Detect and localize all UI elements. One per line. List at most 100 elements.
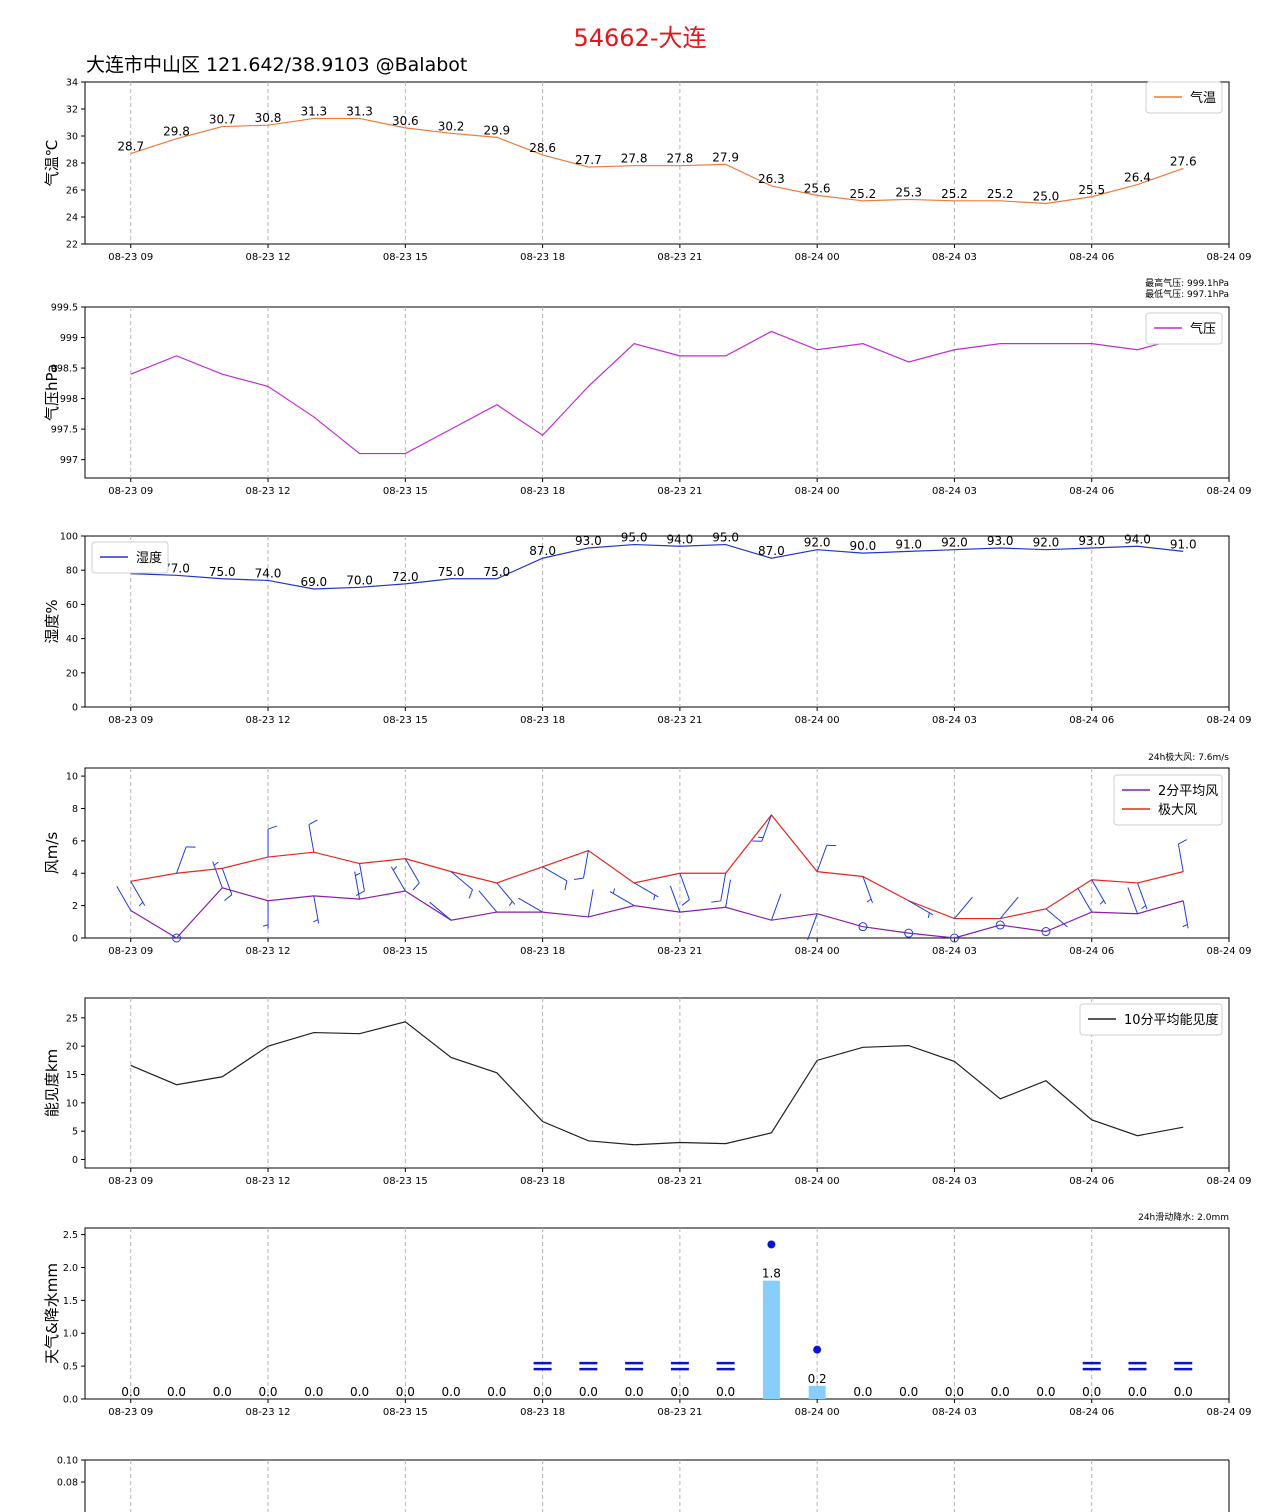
data-label: 70.0 <box>346 573 373 587</box>
wind-barb <box>862 876 873 903</box>
wind-barb-flag <box>508 901 513 906</box>
data-label: 0.0 <box>533 1385 552 1399</box>
wind-barb <box>954 896 973 919</box>
data-label: 75.0 <box>483 565 510 579</box>
humidity-line <box>130 543 1184 590</box>
wind-barb <box>1045 908 1068 928</box>
y-tick-label: 999 <box>60 333 78 344</box>
data-label: 0.0 <box>121 1385 140 1399</box>
data-label: 0.0 <box>1128 1385 1147 1399</box>
y-axis-label: 湿度% <box>43 599 61 643</box>
wind-barb <box>176 846 187 874</box>
data-label: 77.0 <box>163 561 190 575</box>
wind-barb-flag <box>1099 900 1105 905</box>
data-label: 0.0 <box>899 1385 918 1399</box>
plot-frame <box>84 997 1230 1169</box>
x-tick-label: 08-24 06 <box>1069 252 1114 263</box>
wind-barb <box>999 896 1019 919</box>
wind-barb <box>1182 900 1189 929</box>
x-tick-label: 08-24 03 <box>932 715 977 726</box>
wind-barb-flag <box>574 877 584 881</box>
wind-barb-flag <box>612 888 616 894</box>
wind-calm-marker <box>995 920 1005 930</box>
y-tick-label: 4 <box>72 869 78 880</box>
x-tick-label: 08-23 12 <box>246 946 291 957</box>
x-tick-label: 08-24 03 <box>932 1407 977 1418</box>
data-label: 90.0 <box>850 539 877 553</box>
data-label: 28.7 <box>117 140 144 154</box>
y-tick-label: 20 <box>66 668 78 679</box>
wind-calm-marker <box>1041 927 1051 937</box>
x-tick-label: 08-24 09 <box>1207 486 1252 497</box>
data-label: 27.8 <box>621 152 648 166</box>
chart-title: 54662-大连 <box>573 24 707 52</box>
plot-frame <box>84 81 1230 245</box>
wind-barb <box>1137 882 1148 910</box>
y-tick-label: 999.5 <box>51 303 78 314</box>
y-tick-label: 2 <box>72 901 78 912</box>
x-tick-label: 08-24 03 <box>932 1176 977 1187</box>
wind-barb <box>429 901 452 921</box>
data-label: 30.8 <box>255 111 282 125</box>
annotation-text: 最低气压: 997.1hPa <box>1145 288 1229 300</box>
legend-box <box>1145 81 1223 114</box>
y-tick-label: 100 <box>60 532 78 543</box>
wind-calm-marker <box>949 933 959 943</box>
y-tick-label: 80 <box>66 566 78 577</box>
wind-barb-flag <box>653 894 656 901</box>
precipitation-panel: 08-23 09 08-23 12 08-23 15 08-23 18 08-23 21… <box>43 1211 1252 1418</box>
x-tick-label: 08-24 00 <box>795 1176 840 1187</box>
data-label: 0.0 <box>716 1385 735 1399</box>
data-label: 92.0 <box>804 536 831 550</box>
data-label: 28.6 <box>529 141 556 155</box>
x-tick-label: 08-23 09 <box>108 715 153 726</box>
x-tick-label: 08-24 06 <box>1069 1407 1114 1418</box>
y-tick-label: 0 <box>72 1155 78 1166</box>
x-tick-label: 08-24 09 <box>1207 946 1252 957</box>
x-tick-label: 08-23 21 <box>657 946 702 957</box>
data-label: 91.0 <box>1170 537 1197 551</box>
data-label: 0.0 <box>396 1385 415 1399</box>
x-tick-label: 08-23 15 <box>383 486 428 497</box>
x-tick-label: 08-24 03 <box>932 252 977 263</box>
x-tick-label: 08-23 09 <box>108 1407 153 1418</box>
data-label: 25.3 <box>895 185 922 199</box>
data-label: 0.0 <box>1082 1385 1101 1399</box>
x-tick-label: 08-24 06 <box>1069 946 1114 957</box>
data-label: 29.8 <box>163 125 190 139</box>
data-label: 87.0 <box>758 544 785 558</box>
wind-barb <box>308 824 315 853</box>
temperature-panel: 08-23 09 08-23 12 08-23 15 08-23 18 08-23 21… <box>43 78 1252 264</box>
data-label: 0.0 <box>350 1385 369 1399</box>
y-tick-label: 10 <box>66 1098 78 1109</box>
x-tick-label: 08-24 09 <box>1207 1407 1252 1418</box>
y-tick-label: 998 <box>60 394 78 405</box>
x-tick-label: 08-23 12 <box>246 715 291 726</box>
wind-barb-flag <box>355 890 365 897</box>
station-subtitle: 大连市中山区 121.642/38.9103 @Balabot <box>86 54 468 76</box>
x-tick-label: 08-24 06 <box>1069 486 1114 497</box>
data-label: 31.3 <box>300 104 327 118</box>
wind-calm-marker <box>172 933 182 943</box>
data-label: 25.2 <box>850 187 877 201</box>
wind-barb-flag <box>392 866 398 871</box>
y-axis-label: 气压hPa <box>43 364 61 421</box>
wind-barb-flag <box>262 924 269 927</box>
y-axis-label: 天气&降水mm <box>43 1263 61 1364</box>
y-tick-label: 30 <box>66 132 78 143</box>
wind-barb <box>404 858 420 884</box>
y-axis-label: 气温℃ <box>43 140 61 187</box>
avg-wind-line <box>130 887 1184 939</box>
y-tick-label: 0.10 <box>57 1456 78 1467</box>
wind-panel: 08-23 09 08-23 12 08-23 15 08-23 18 08-23 21… <box>43 751 1252 957</box>
wind-barb-flag <box>313 919 319 923</box>
y-tick-label: 34 <box>66 78 78 89</box>
legend-box <box>91 541 169 574</box>
x-tick-label: 08-24 09 <box>1207 252 1252 263</box>
gust-wind-line <box>130 813 1184 920</box>
y-tick-label: 60 <box>66 600 78 611</box>
data-label: 0.0 <box>258 1385 277 1399</box>
x-tick-label: 08-24 00 <box>795 946 840 957</box>
data-label: 69.0 <box>300 575 327 589</box>
data-label: 74.0 <box>255 566 282 580</box>
